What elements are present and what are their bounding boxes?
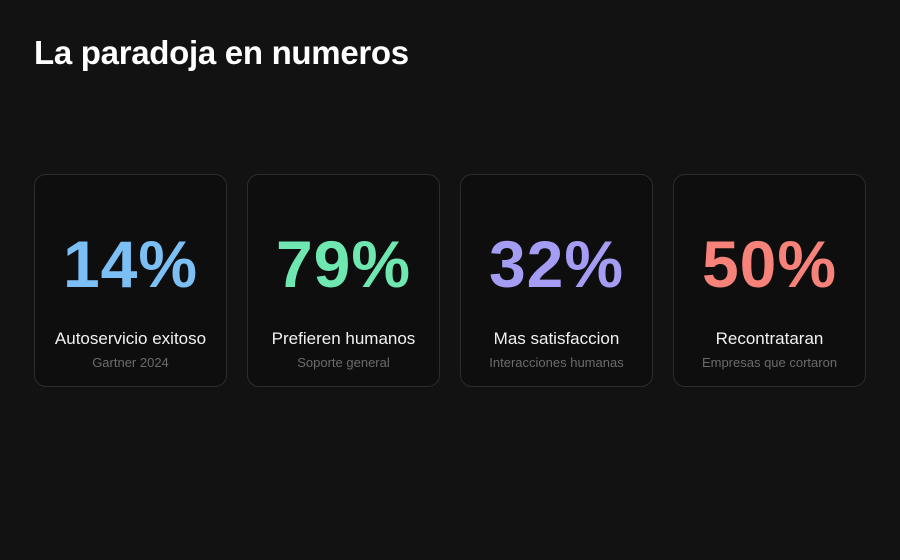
page-title: La paradoja en numeros (34, 34, 409, 71)
stat-card-autoservicio: 14% Autoservicio exitoso Gartner 2024 (34, 174, 227, 387)
stat-source: Soporte general (297, 355, 390, 370)
stat-label: Mas satisfaccion (493, 329, 620, 348)
stat-label: Prefieren humanos (271, 329, 416, 348)
stat-card-satisfaccion: 32% Mas satisfaccion Interacciones human… (460, 174, 653, 387)
stat-card-prefieren: 79% Prefieren humanos Soporte general (247, 174, 440, 387)
stat-card-recontrataran: 50% Recontrataran Empresas que cortaron (673, 174, 866, 387)
stat-value: 50% (701, 227, 838, 301)
stat-value: 79% (275, 227, 412, 301)
stat-source: Interacciones humanas (489, 355, 624, 370)
stat-label: Autoservicio exitoso (54, 329, 207, 348)
stat-value: 32% (488, 227, 625, 301)
stat-label: Recontrataran (715, 329, 824, 348)
stat-value: 14% (62, 227, 199, 301)
stat-source: Empresas que cortaron (701, 355, 838, 370)
stat-source: Gartner 2024 (92, 355, 169, 370)
